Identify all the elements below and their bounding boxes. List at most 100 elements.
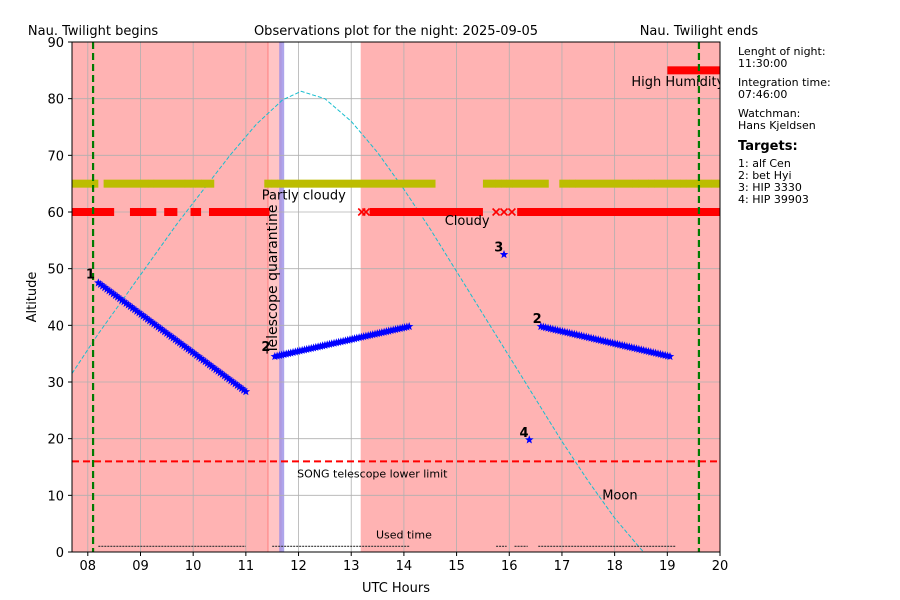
observation-point bbox=[123, 300, 133, 309]
observation-point bbox=[198, 355, 208, 364]
observation-point bbox=[102, 284, 112, 293]
target-series-1 bbox=[94, 278, 251, 396]
x-tick-label: 10 bbox=[185, 559, 202, 574]
observation-point bbox=[183, 344, 193, 353]
weather-annotation: High Humidity bbox=[631, 75, 724, 90]
partly-cloudy-flag-marker bbox=[647, 179, 656, 188]
observation-point bbox=[175, 338, 184, 347]
observation-point bbox=[130, 305, 139, 314]
observation-point bbox=[177, 339, 186, 348]
target-series-label: 3 bbox=[494, 241, 503, 256]
observation-point bbox=[117, 295, 127, 304]
observation-point bbox=[141, 313, 150, 322]
observation-point bbox=[185, 346, 195, 355]
integration-time-block: Integration time: 07:46:00 bbox=[738, 77, 898, 101]
target-item-4: 4: HIP 39903 bbox=[738, 193, 809, 206]
x-tick-label: 14 bbox=[396, 559, 413, 574]
target-series-2 bbox=[270, 321, 414, 361]
cloudy-flag-segment bbox=[208, 208, 270, 216]
observation-point bbox=[151, 320, 161, 330]
target-series-label: 1 bbox=[86, 267, 95, 282]
plot-frame bbox=[71, 41, 721, 553]
cloudy-flag-segment bbox=[369, 208, 483, 216]
partly-cloudy-flag-marker bbox=[146, 179, 156, 188]
cloudy-flag-marker bbox=[492, 207, 501, 217]
partly-cloudy-flag-marker bbox=[494, 179, 503, 188]
observation-point bbox=[211, 365, 221, 374]
observation-point bbox=[215, 368, 225, 377]
cloudy-flag-marker bbox=[507, 207, 516, 217]
y-tick-label: 30 bbox=[47, 376, 64, 391]
partly-cloudy-flag-segment bbox=[103, 179, 215, 188]
cloudy-flag-marker bbox=[169, 207, 178, 217]
observation-point bbox=[207, 361, 216, 371]
observation-point bbox=[156, 324, 165, 333]
observation-point bbox=[173, 336, 182, 345]
observation-point bbox=[179, 341, 189, 350]
observation-point bbox=[106, 287, 116, 296]
y-axis-label: Altitude bbox=[25, 272, 40, 323]
high-humidity-flag-segment bbox=[667, 66, 720, 75]
partly-cloudy-flag-marker bbox=[679, 179, 688, 188]
observation-point bbox=[100, 283, 110, 292]
y-tick-label: 40 bbox=[47, 319, 64, 334]
observation-point bbox=[228, 377, 238, 386]
observation-point bbox=[132, 306, 142, 315]
observation-point bbox=[136, 309, 146, 319]
cloudy-flag-marker bbox=[499, 207, 509, 217]
bad-weather-span bbox=[72, 42, 268, 552]
observation-point bbox=[230, 379, 240, 388]
partly-cloudy-flag-marker bbox=[710, 179, 719, 188]
observation-point bbox=[166, 331, 176, 341]
x-tick-label: 15 bbox=[448, 559, 465, 574]
observation-point bbox=[224, 374, 234, 383]
x-tick-label: 08 bbox=[80, 559, 97, 574]
cloudy-flag-marker bbox=[136, 207, 145, 217]
observation-point bbox=[153, 322, 163, 331]
watchman-block: Watchman: Hans Kjeldsen bbox=[738, 108, 898, 132]
partly-cloudy-flag-segment bbox=[264, 179, 436, 188]
x-tick-label: 20 bbox=[712, 559, 729, 574]
partly-cloudy-flag-segment bbox=[482, 179, 549, 188]
y-tick-label: 60 bbox=[47, 206, 64, 221]
partly-cloudy-flag-marker bbox=[194, 179, 203, 188]
observation-point bbox=[665, 352, 675, 361]
moon-altitude-curve bbox=[72, 90, 645, 552]
target-item-2: 2: bet Hyi bbox=[738, 169, 792, 182]
observation-point bbox=[404, 321, 414, 331]
observation-point bbox=[134, 308, 144, 317]
plot-area: 1 2 3 2 4 Partly cloudy Cloudy High Humidity Moo… bbox=[72, 42, 724, 552]
observation-point bbox=[233, 380, 242, 389]
x-tick-label: 18 bbox=[606, 559, 623, 574]
observation-point bbox=[499, 250, 509, 259]
weather-annotation: Cloudy bbox=[445, 214, 490, 229]
observation-point bbox=[149, 319, 159, 328]
quarantine-span bbox=[267, 42, 282, 552]
x-tick-label: 11 bbox=[238, 559, 255, 574]
observation-point bbox=[213, 366, 223, 375]
observation-point bbox=[525, 435, 534, 444]
targets-title: Targets: bbox=[738, 139, 798, 154]
x-tick-label: 17 bbox=[554, 559, 571, 574]
observation-point bbox=[115, 294, 124, 303]
observation-point bbox=[96, 279, 105, 289]
observation-point bbox=[220, 371, 229, 380]
y-tick-label: 10 bbox=[47, 489, 64, 504]
observation-point bbox=[171, 335, 180, 344]
twilight-begin-label: Nau. Twilight begins bbox=[28, 24, 159, 39]
x-tick-label: 12 bbox=[290, 559, 307, 574]
cloudy-flag-segment bbox=[129, 208, 157, 216]
x-tick-label: 19 bbox=[659, 559, 676, 574]
observation-point bbox=[111, 290, 120, 300]
partly-cloudy-flag-marker bbox=[270, 179, 279, 188]
observation-point bbox=[239, 385, 248, 394]
x-tick-label: 16 bbox=[501, 559, 518, 574]
x-axis-label: UTC Hours bbox=[362, 581, 430, 596]
cloudy-flag-segment bbox=[164, 208, 178, 216]
observation-point bbox=[194, 352, 204, 361]
used-time-label: Used time bbox=[376, 528, 432, 541]
weather-annotation: Partly cloudy bbox=[262, 189, 346, 204]
observation-point bbox=[128, 303, 137, 312]
target-series-label: 2 bbox=[533, 312, 542, 327]
